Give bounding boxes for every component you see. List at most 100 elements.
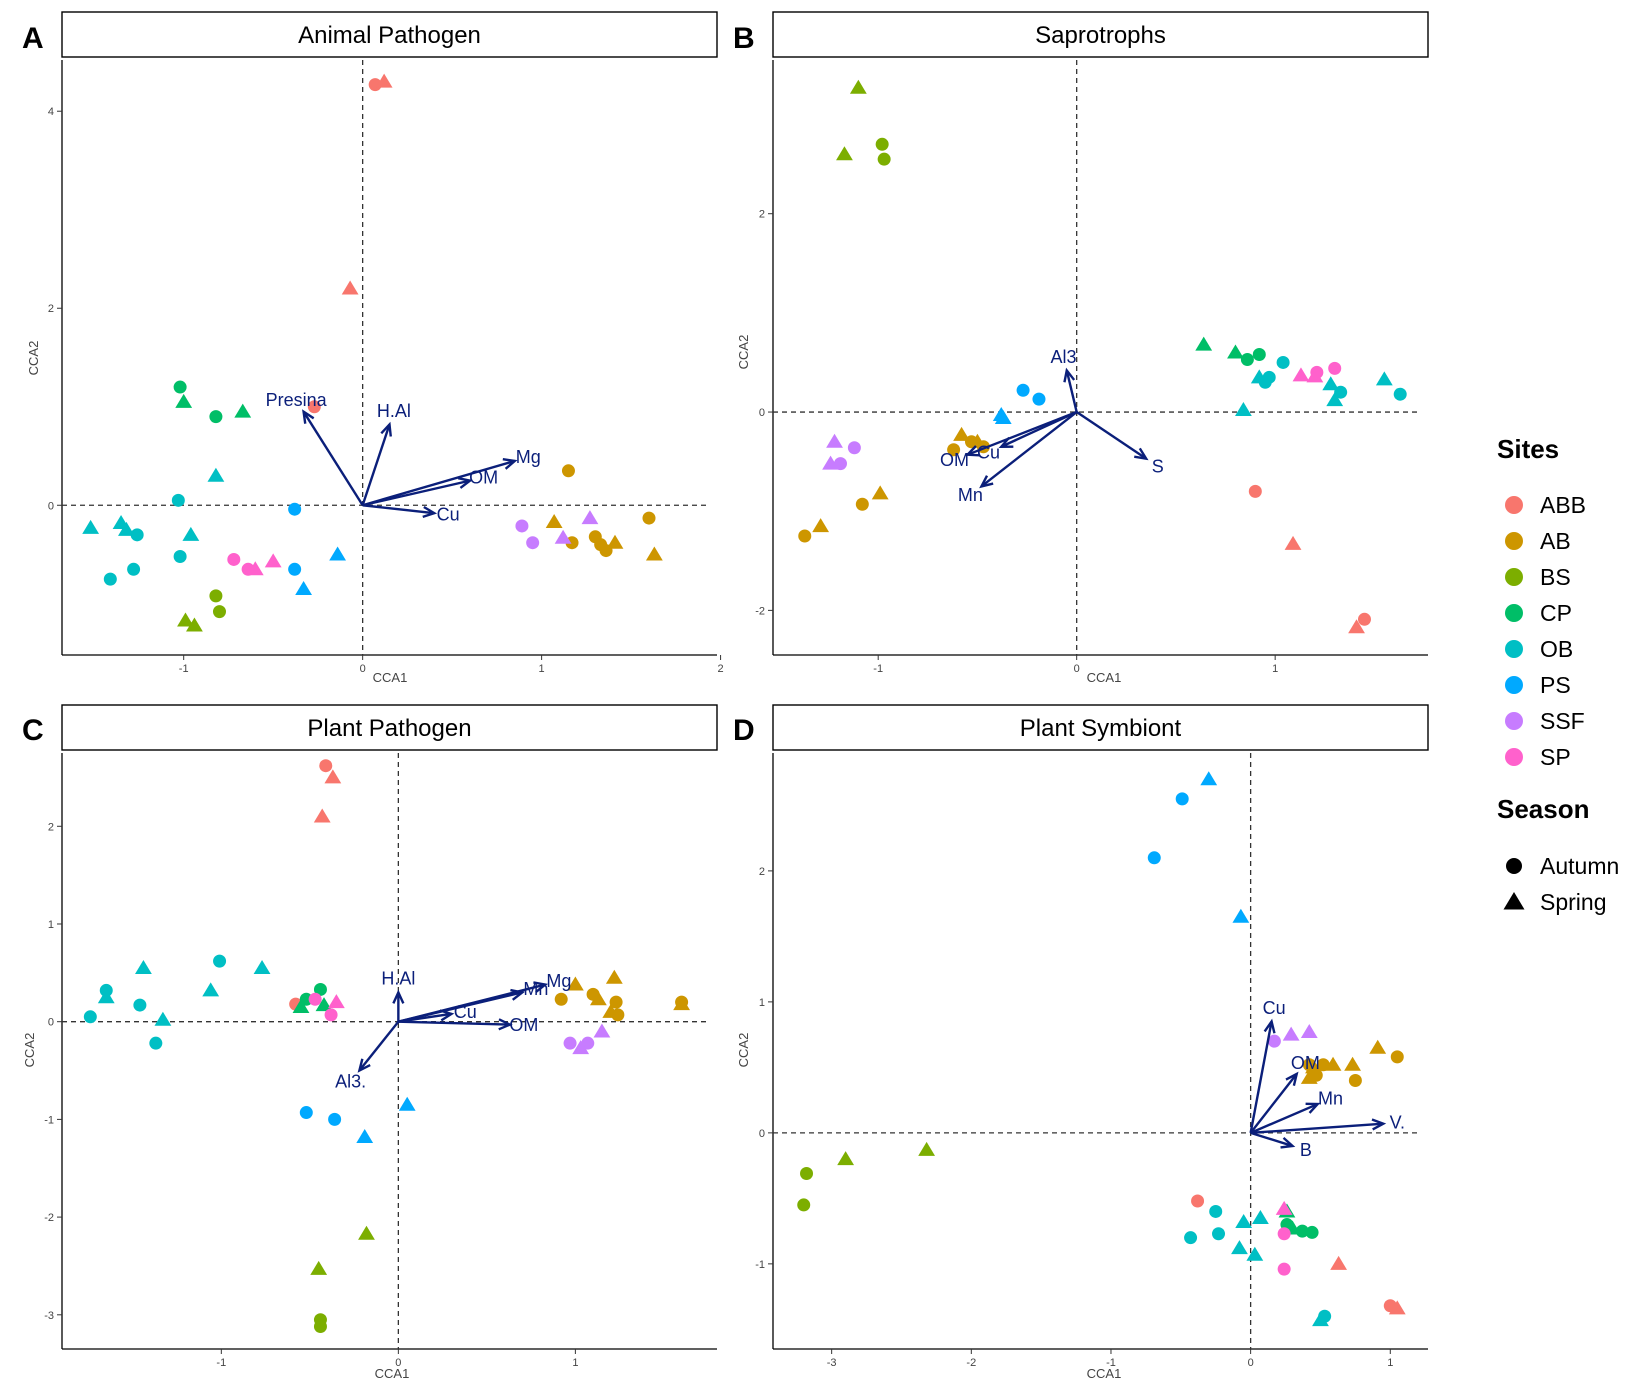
point-bs-autumn — [877, 152, 891, 166]
point-cp-autumn — [1305, 1225, 1319, 1239]
arrowhead — [510, 988, 526, 1001]
y-tick-label: 0 — [48, 500, 54, 512]
point-ab-spring — [605, 969, 623, 984]
point-ab-spring — [606, 534, 624, 549]
arrow-label: OM — [940, 450, 969, 470]
point-ps-autumn — [288, 562, 302, 576]
arrow-al3 — [358, 1020, 400, 1072]
point-ob-autumn — [103, 572, 117, 586]
legend-sites-title: Sites — [1497, 434, 1559, 464]
arrow-cu — [398, 1012, 452, 1023]
point-bs-spring — [836, 146, 853, 161]
panel-c-strip — [61, 704, 718, 751]
arrow-label: H.Al — [381, 968, 415, 988]
arrowhead — [533, 981, 549, 994]
arrowhead — [1063, 367, 1076, 383]
legend: Sites ABB AB BS CP OB PS SSF SP Season Autumn Sp… — [1497, 434, 1619, 915]
point-cp-autumn — [1295, 1224, 1309, 1238]
point-cp-spring — [315, 997, 333, 1012]
arrow-label: Al3 — [1051, 347, 1077, 367]
point-ob-spring — [1235, 402, 1252, 417]
arrow-label: Mg — [546, 971, 571, 991]
legend-label-cp: CP — [1540, 600, 1572, 626]
point-ab-spring — [812, 518, 830, 533]
y-tick-label: -1 — [44, 1114, 54, 1126]
panel-b-ylabel: CCA2 — [736, 335, 751, 370]
point-cp-autumn — [313, 982, 327, 996]
arrowhead — [457, 477, 473, 489]
point-ob-spring — [1322, 376, 1340, 391]
panel-b-title: Saprotrophs — [1035, 22, 1166, 49]
point-ob-spring — [154, 1011, 172, 1026]
point-ob-autumn — [171, 493, 185, 507]
y-tick-label: -3 — [44, 1310, 54, 1322]
point-ob-autumn — [1184, 1231, 1198, 1245]
legend-seasons: Autumn Spring — [1503, 853, 1619, 915]
legend-label-sp: SP — [1540, 744, 1571, 770]
point-abb-autumn — [1191, 1194, 1205, 1208]
point-ssf-spring — [1282, 1026, 1300, 1041]
point-ob-autumn — [149, 1036, 163, 1050]
arrowhead — [498, 1018, 513, 1031]
x-tick-label: -1 — [216, 1357, 226, 1369]
arrowhead — [392, 989, 405, 1004]
point-ps-spring — [356, 1128, 374, 1143]
panel-d-xlabel: CCA1 — [1087, 1366, 1122, 1381]
point-sp-autumn — [324, 1008, 338, 1022]
panel-d: Plant Symbiont -3 -2 -1 0 1 -1 0 1 2 Cu OM Mn V. B CC… — [736, 704, 1429, 1381]
y-tick-label: 2 — [759, 209, 765, 221]
point-sp-spring — [264, 553, 282, 568]
point-bs-autumn — [875, 137, 889, 151]
arrow-label: Mn — [523, 979, 548, 999]
point-cp-spring — [175, 393, 193, 408]
arrowhead — [380, 421, 392, 437]
arrowhead — [1285, 1071, 1299, 1086]
legend-key-ob — [1505, 640, 1523, 658]
point-abb-autumn — [1248, 484, 1262, 498]
point-ssf-autumn — [515, 519, 529, 533]
legend-label-autumn: Autumn — [1540, 853, 1619, 879]
point-abb-spring — [1388, 1300, 1406, 1315]
point-sp-autumn — [1328, 361, 1342, 375]
panel-d-strip — [772, 704, 1429, 751]
point-bs-spring — [918, 1141, 936, 1156]
point-ssf-spring — [581, 510, 599, 525]
point-abb-spring — [324, 769, 342, 784]
point-ssf-spring — [822, 455, 839, 470]
point-ob-spring — [182, 526, 200, 541]
legend-season-title: Season — [1497, 794, 1590, 824]
point-bs-spring — [177, 612, 194, 627]
point-bs-autumn — [797, 1198, 811, 1212]
point-ps-autumn — [328, 1112, 342, 1126]
point-ob-spring — [1235, 1213, 1253, 1228]
arrowhead — [964, 445, 980, 457]
point-abb-spring — [375, 73, 393, 88]
point-sp-autumn — [227, 552, 241, 566]
panel-a-xlabel: CCA1 — [373, 670, 408, 685]
point-ab-autumn — [947, 443, 961, 457]
legend-label-ab: AB — [1540, 528, 1571, 554]
x-tick-label: 1 — [1387, 1357, 1393, 1369]
arrow-label: OM — [509, 1015, 538, 1035]
arrow-label: Mn — [958, 485, 983, 505]
point-ob-autumn — [213, 954, 227, 968]
arrowhead — [998, 436, 1014, 448]
point-ab-autumn — [1348, 1073, 1362, 1087]
point-ab-spring — [953, 426, 970, 441]
x-tick-label: -1 — [1106, 1357, 1116, 1369]
point-ob-spring — [1375, 371, 1393, 386]
point-bs-spring — [358, 1225, 375, 1240]
point-ps-autumn — [1175, 792, 1189, 806]
point-sp-spring — [1306, 368, 1324, 383]
point-ob-spring — [135, 959, 152, 974]
point-ps-spring — [295, 580, 312, 595]
point-ps-autumn — [1147, 851, 1161, 865]
arrow-mn — [980, 411, 1078, 488]
point-ob-spring — [207, 467, 225, 482]
legend-label-bs: BS — [1540, 564, 1571, 590]
arrowhead — [439, 1009, 455, 1022]
point-abb-spring — [1348, 619, 1365, 634]
point-ssf-spring — [1300, 1024, 1318, 1039]
point-bs-spring — [186, 617, 203, 632]
